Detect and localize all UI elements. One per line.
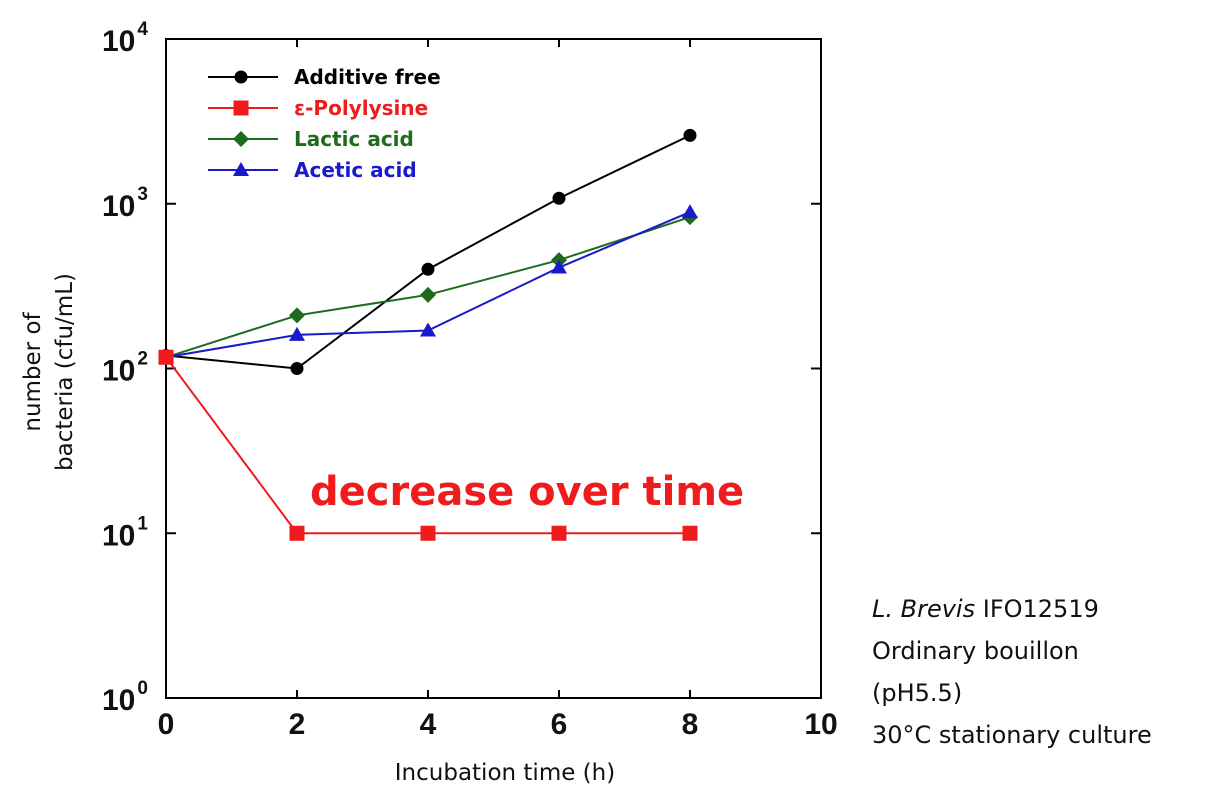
y-axis-title-line2: bacteria (cfu/mL) xyxy=(52,273,78,471)
series-polylysine xyxy=(158,349,698,541)
species-name: L. Brevis xyxy=(872,595,976,623)
y-tick-label: 10 4 xyxy=(102,19,148,58)
legend-item: Additive free xyxy=(208,65,441,89)
data-point xyxy=(289,326,305,341)
y-tick-label: 10 2 xyxy=(102,349,148,388)
series-lactic-acid xyxy=(158,209,698,366)
legend-item: Lactic acid xyxy=(208,127,414,151)
y-tick-exponent: 4 xyxy=(137,19,148,40)
data-point xyxy=(289,525,305,541)
data-point xyxy=(420,286,436,303)
data-point xyxy=(682,525,698,541)
data-point xyxy=(683,128,697,142)
legend-item: ε-Polylysine xyxy=(208,96,428,120)
y-tick-base: 10 xyxy=(102,519,135,552)
culture-conditions: L. Brevis IFO12519 Ordinary bouillon (pH… xyxy=(872,588,1152,756)
x-tick-label: 6 xyxy=(551,708,568,741)
ph-line: (pH5.5) xyxy=(872,679,963,707)
legend-item: Acetic acid xyxy=(208,158,417,182)
data-point xyxy=(290,362,304,375)
data-point xyxy=(552,191,566,205)
data-point xyxy=(420,322,436,337)
y-tick-exponent: 3 xyxy=(137,184,148,205)
y-tick-label: 10 1 xyxy=(102,513,148,552)
x-tick-label: 0 xyxy=(158,708,175,741)
y-tick-label: 10 3 xyxy=(102,184,148,223)
data-point xyxy=(551,259,567,274)
data-point xyxy=(289,307,305,324)
organism-line: L. Brevis IFO12519 xyxy=(872,588,1152,630)
x-tick-label: 4 xyxy=(420,708,437,741)
series-additive-free xyxy=(159,128,697,375)
data-point xyxy=(158,349,174,365)
y-tick-exponent: 2 xyxy=(137,349,148,370)
data-series xyxy=(158,128,698,541)
x-tick-label: 10 xyxy=(804,708,837,741)
series-acetic-acid xyxy=(158,204,698,364)
legend-label: Additive free xyxy=(294,65,441,89)
legend: Additive free ε-Polylysine Lactic acid Acet… xyxy=(208,65,441,182)
data-point xyxy=(551,525,567,541)
legend-label: ε-Polylysine xyxy=(294,96,428,120)
plot-frame xyxy=(165,38,822,699)
legend-label: Lactic acid xyxy=(294,127,414,151)
data-point xyxy=(420,525,436,541)
y-tick-base: 10 xyxy=(102,355,135,388)
y-tick-base: 10 xyxy=(102,25,135,58)
y-tick-exponent: 0 xyxy=(137,678,148,699)
culture-line: 30°C stationary culture xyxy=(872,721,1152,749)
y-tick-label: 10 0 xyxy=(102,678,148,717)
y-tick-base: 10 xyxy=(102,684,135,717)
data-point xyxy=(421,262,435,276)
x-axis-title: Incubation time (h) xyxy=(395,760,615,786)
x-tick-label: 8 xyxy=(682,708,699,741)
legend-marker xyxy=(233,100,249,116)
y-axis-title-line1: number of xyxy=(20,311,46,431)
strain-id: IFO12519 xyxy=(975,595,1099,623)
x-tick-label: 2 xyxy=(289,708,306,741)
legend-marker xyxy=(233,162,249,176)
medium-line: Ordinary bouillon xyxy=(872,637,1079,665)
legend-marker xyxy=(234,70,248,84)
y-tick-exponent: 1 xyxy=(137,513,148,534)
y-tick-base: 10 xyxy=(102,190,135,223)
legend-label: Acetic acid xyxy=(294,158,417,182)
annotation-text: decrease over time xyxy=(310,469,744,515)
data-point xyxy=(682,204,698,219)
plot-axes xyxy=(165,38,822,699)
legend-marker xyxy=(233,131,249,147)
